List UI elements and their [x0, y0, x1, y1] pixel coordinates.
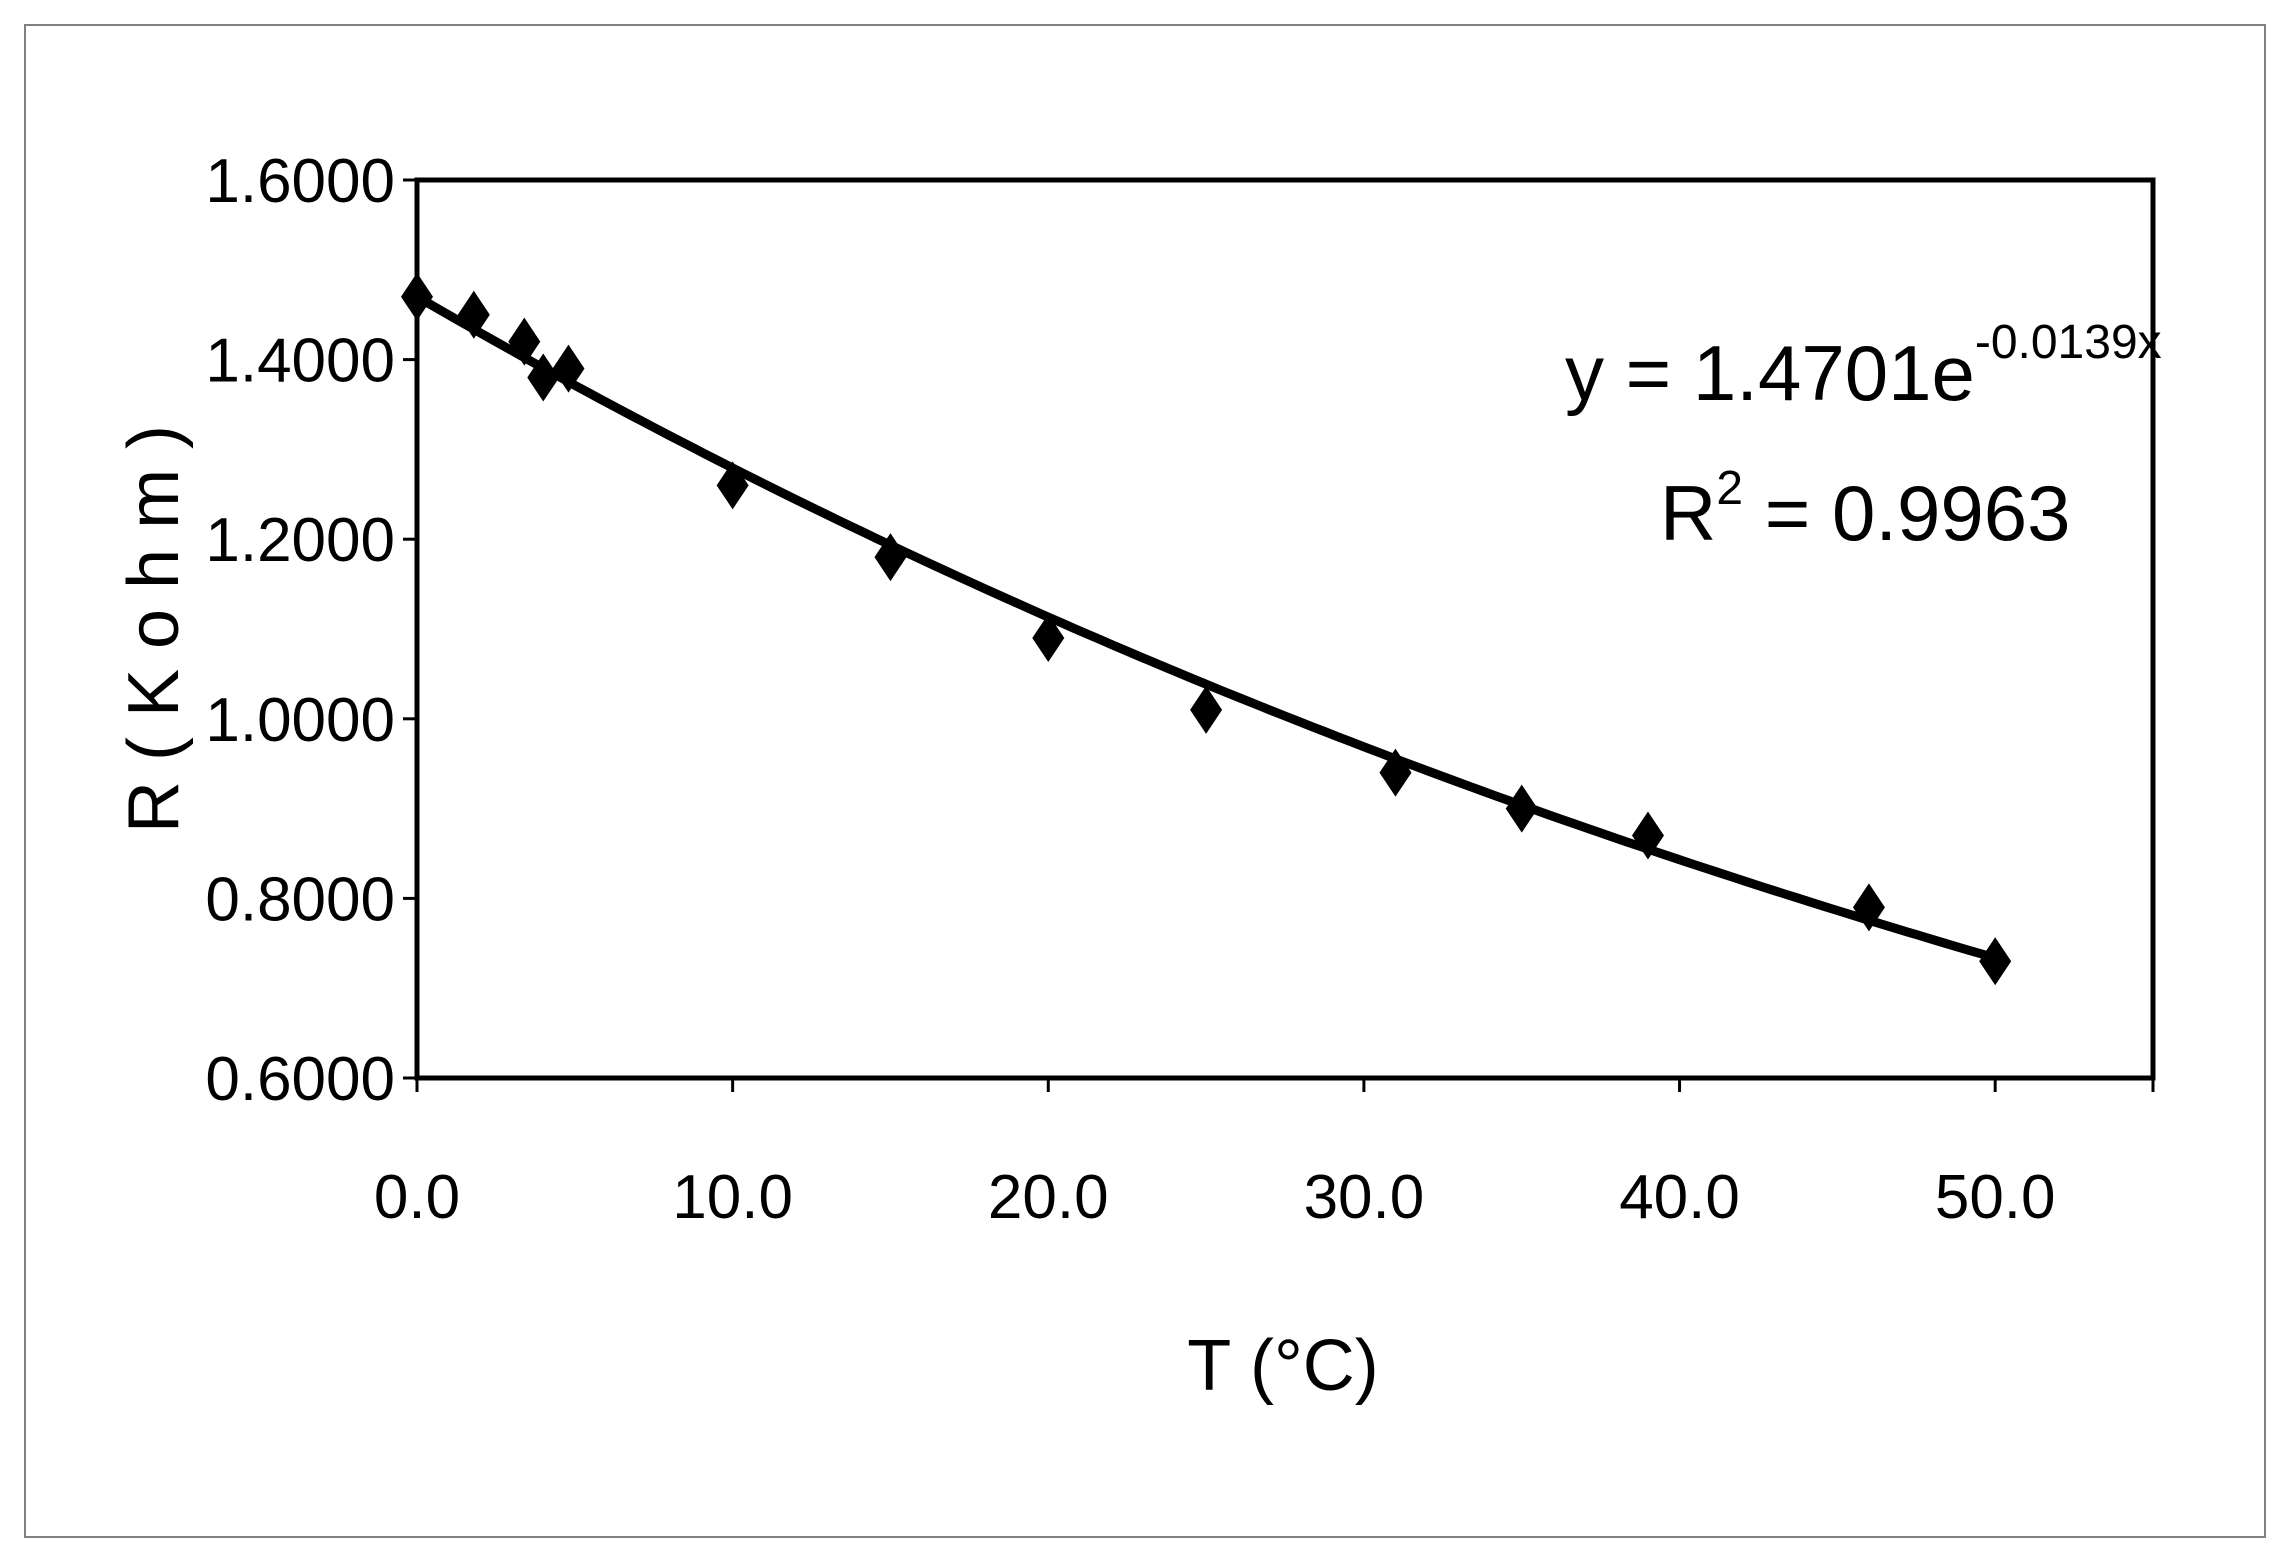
r-squared-value: = 0.9963	[1743, 469, 2070, 557]
r-squared-symbol: R	[1660, 469, 1716, 557]
data-point-marker	[716, 461, 749, 510]
data-point-marker	[508, 317, 541, 366]
outer-border	[24, 24, 2266, 1538]
r-squared-label: R2 = 0.9963	[1660, 462, 2071, 557]
y-axis-title: R ( K o h m )	[114, 425, 194, 833]
plot-area-frame	[414, 177, 2156, 1081]
data-point-marker	[527, 353, 560, 402]
x-axis-ticks: 0.0 10.0 20.0 30.0 40.0 50.0	[374, 1078, 2155, 1232]
trendline-equation: y = 1.4701e-0.0139x	[1565, 316, 2162, 417]
data-point-marker	[552, 344, 585, 393]
equation-base: y = 1.4701e	[1565, 329, 1975, 417]
data-point-marker	[1379, 748, 1412, 797]
y-tick-label: 1.4000	[205, 327, 395, 396]
data-point-marker	[1032, 613, 1065, 662]
data-point-marker	[1852, 883, 1885, 932]
data-point-marker	[1631, 811, 1664, 860]
data-point-marker	[401, 272, 433, 321]
x-tick-label: 0.0	[374, 1163, 460, 1232]
exponential-trendline	[412, 292, 2000, 963]
r-squared-superscript: 2	[1716, 462, 1743, 515]
data-point-marker	[1190, 685, 1223, 734]
y-tick-label: 0.8000	[205, 865, 395, 934]
x-tick-label: 50.0	[1935, 1163, 2056, 1232]
equation-exponent: -0.0139x	[1975, 316, 2162, 369]
y-axis-ticks: 1.6000 1.4000 1.2000 1.0000 0.8000 0.6000	[205, 147, 417, 1114]
data-point-marker	[457, 290, 490, 339]
y-tick-label: 1.6000	[205, 147, 395, 216]
data-point-marker	[1505, 784, 1538, 833]
x-tick-label: 20.0	[988, 1163, 1109, 1232]
data-markers	[401, 272, 2012, 986]
x-axis-title: T (°C)	[1187, 1326, 1378, 1406]
x-tick-label: 10.0	[672, 1163, 793, 1232]
x-tick-label: 30.0	[1304, 1163, 1425, 1232]
y-tick-label: 1.2000	[205, 506, 395, 575]
data-point-marker	[874, 533, 907, 582]
y-tick-label: 1.0000	[205, 686, 395, 755]
data-point-marker	[1979, 937, 2012, 986]
y-tick-label: 0.6000	[205, 1045, 395, 1114]
x-tick-label: 40.0	[1619, 1163, 1740, 1232]
